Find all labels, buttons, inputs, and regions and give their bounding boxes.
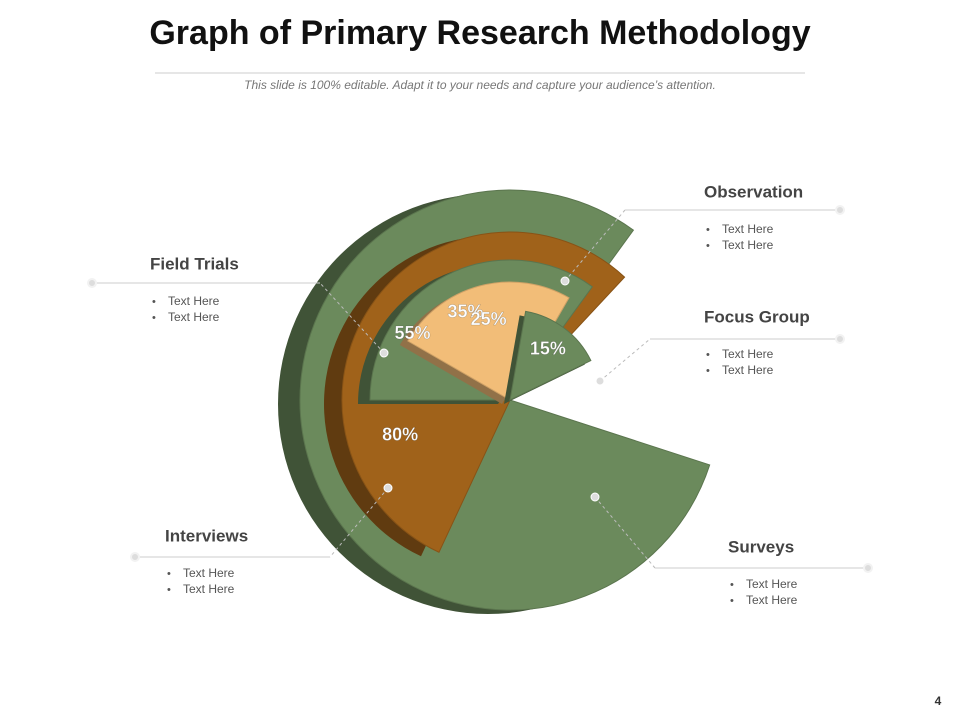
value-label: 25% bbox=[471, 309, 507, 329]
callout-title: Interviews bbox=[165, 526, 248, 545]
callout-title: Focus Group bbox=[704, 307, 810, 326]
bullet: • bbox=[152, 312, 156, 324]
note: Text Here bbox=[168, 310, 220, 324]
callout-dot bbox=[130, 552, 140, 562]
value-label: 35% bbox=[447, 301, 483, 321]
callout-dot bbox=[87, 278, 97, 288]
bullet: • bbox=[730, 579, 734, 591]
note: Text Here bbox=[746, 593, 798, 607]
callout-dot bbox=[863, 563, 873, 573]
chart: 80% 55% 35%25% 15% bbox=[278, 189, 711, 615]
value-label: 15% bbox=[530, 338, 566, 358]
bullet: • bbox=[706, 349, 710, 361]
callout-dot bbox=[379, 348, 389, 358]
note: Text Here bbox=[722, 222, 774, 236]
slice bbox=[509, 310, 592, 401]
note: Text Here bbox=[722, 363, 774, 377]
note: Text Here bbox=[722, 347, 774, 361]
callout-dot bbox=[590, 492, 600, 502]
note: Text Here bbox=[183, 566, 235, 580]
note: Text Here bbox=[722, 238, 774, 252]
bullet: • bbox=[706, 365, 710, 377]
value-label: 80% bbox=[382, 424, 418, 444]
callout-dot bbox=[383, 483, 393, 493]
bullet: • bbox=[706, 224, 710, 236]
bullet: • bbox=[706, 240, 710, 252]
bullet: • bbox=[152, 296, 156, 308]
callout-title: Observation bbox=[704, 182, 803, 201]
bullet: • bbox=[167, 584, 171, 596]
callout-dot bbox=[595, 376, 605, 386]
bullet: • bbox=[730, 595, 734, 607]
bullet: • bbox=[167, 568, 171, 580]
page-number: 4 bbox=[935, 694, 942, 708]
callout-title: Field Trials bbox=[150, 254, 239, 273]
subtitle: This slide is 100% editable. Adapt it to… bbox=[244, 78, 716, 92]
callout-dot bbox=[835, 205, 845, 215]
callout-dot bbox=[835, 334, 845, 344]
callout-dot bbox=[560, 276, 570, 286]
note: Text Here bbox=[746, 577, 798, 591]
leader-line bbox=[599, 338, 651, 382]
title: Graph of Primary Research Methodology bbox=[149, 14, 810, 52]
value-label: 55% bbox=[394, 323, 430, 343]
note: Text Here bbox=[168, 294, 220, 308]
note: Text Here bbox=[183, 582, 235, 596]
callout-title: Surveys bbox=[728, 537, 794, 556]
leader-line bbox=[319, 282, 385, 354]
